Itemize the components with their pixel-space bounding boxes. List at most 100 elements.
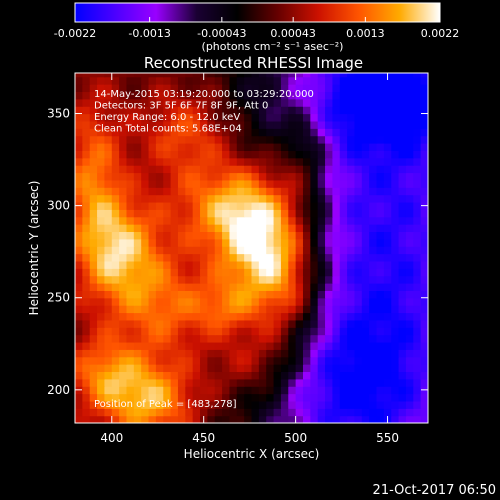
heatmap-cell [177, 349, 186, 358]
heatmap-cell [155, 371, 164, 380]
heatmap-cell [185, 113, 194, 122]
heatmap-cell [229, 224, 238, 233]
heatmap-cell [244, 371, 253, 380]
heatmap-cell [133, 216, 142, 225]
heatmap-cell [413, 305, 422, 314]
heatmap-cell [251, 224, 260, 233]
heatmap-cell [200, 135, 208, 144]
heatmap-cell [141, 157, 150, 166]
heatmap-cell [170, 246, 179, 255]
heatmap-cell [82, 356, 91, 365]
heatmap-cell [177, 150, 186, 159]
heatmap-cell [222, 76, 231, 85]
heatmap-cell [177, 98, 186, 107]
heatmap-cell [251, 364, 260, 373]
heatmap-cell [413, 165, 422, 174]
heatmap-cell [155, 334, 164, 343]
heatmap-cell [295, 283, 304, 291]
heatmap-cell [332, 165, 341, 174]
heatmap-cell [229, 120, 238, 129]
heatmap-cell [104, 371, 113, 380]
heatmap-cell [111, 143, 120, 151]
heatmap-cell [97, 224, 106, 233]
heatmap-cell [229, 113, 238, 122]
heatmap-cell [97, 356, 106, 365]
heatmap-cell [302, 415, 311, 423]
heatmap-cell [104, 312, 113, 321]
heatmap-cell [97, 76, 106, 85]
heatmap-cell [89, 120, 98, 129]
heatmap-cell [266, 408, 275, 417]
heatmap-cell [398, 393, 407, 402]
heatmap-cell [325, 268, 333, 277]
heatmap-cell [280, 231, 289, 240]
heatmap-cell [332, 415, 341, 423]
heatmap-cell [280, 408, 289, 417]
heatmap-cell [141, 246, 150, 255]
heatmap-cell [369, 275, 378, 284]
heatmap-cell [185, 128, 194, 137]
heatmap-cell [251, 415, 260, 423]
heatmap-cell [405, 128, 414, 137]
heatmap-cell [288, 143, 297, 151]
heatmap-cell [420, 113, 428, 122]
heatmap-cell [332, 238, 341, 247]
heatmap-cell [155, 113, 164, 122]
heatmap-cell [192, 393, 201, 402]
heatmap-cell [104, 327, 113, 336]
heatmap-cell [155, 128, 164, 137]
heatmap-cell [185, 305, 194, 314]
heatmap-cell [391, 356, 400, 365]
heatmap-cell [192, 297, 201, 306]
heatmap-cell [369, 150, 378, 159]
heatmap-cell [420, 209, 428, 218]
heatmap-cell [229, 73, 238, 78]
heatmap-cell [185, 172, 194, 181]
heatmap-cell [89, 297, 98, 306]
heatmap-cell [192, 319, 201, 328]
heatmap-cell [376, 268, 385, 277]
heatmap-cell [119, 415, 128, 423]
heatmap-cell [266, 260, 275, 269]
heatmap-cell [126, 172, 135, 181]
heatmap-cell [376, 91, 385, 100]
heatmap-cell [383, 98, 392, 107]
heatmap-cell [141, 386, 150, 395]
heatmap-cell [354, 106, 363, 115]
heatmap-cell [89, 231, 98, 240]
heatmap-cell [141, 290, 150, 299]
heatmap-cell [177, 165, 186, 174]
heatmap-cell [75, 393, 83, 402]
heatmap-cell [185, 334, 194, 343]
heatmap-cell [302, 106, 311, 115]
heatmap-cell [354, 253, 363, 262]
heatmap-cell [244, 120, 253, 129]
heatmap-cell [111, 135, 120, 144]
heatmap-cell [398, 364, 407, 373]
heatmap-cell [325, 76, 333, 85]
heatmap-cell [332, 275, 341, 284]
heatmap-cell [163, 194, 172, 203]
heatmap-cell [302, 283, 311, 291]
heatmap-cell [361, 120, 370, 129]
heatmap-cell [332, 400, 341, 409]
heatmap-cell [89, 364, 98, 373]
heatmap-cell [266, 386, 275, 395]
heatmap-cell [229, 297, 238, 306]
heatmap-cell [119, 312, 128, 321]
heatmap-cell [119, 253, 128, 262]
heatmap-cell [236, 356, 245, 365]
heatmap-cell [111, 84, 120, 93]
heatmap-cell [148, 143, 157, 151]
heatmap-cell [266, 364, 275, 373]
heatmap-cell [126, 135, 135, 144]
heatmap-cell [376, 319, 385, 328]
heatmap-cell [75, 143, 83, 151]
heatmap-cell [325, 327, 333, 336]
heatmap-cell [317, 231, 326, 240]
heatmap-cell [170, 319, 179, 328]
heatmap-cell [302, 194, 311, 203]
heatmap-cell [332, 91, 341, 100]
heatmap-cell [369, 305, 378, 314]
heatmap-cell [361, 135, 370, 144]
